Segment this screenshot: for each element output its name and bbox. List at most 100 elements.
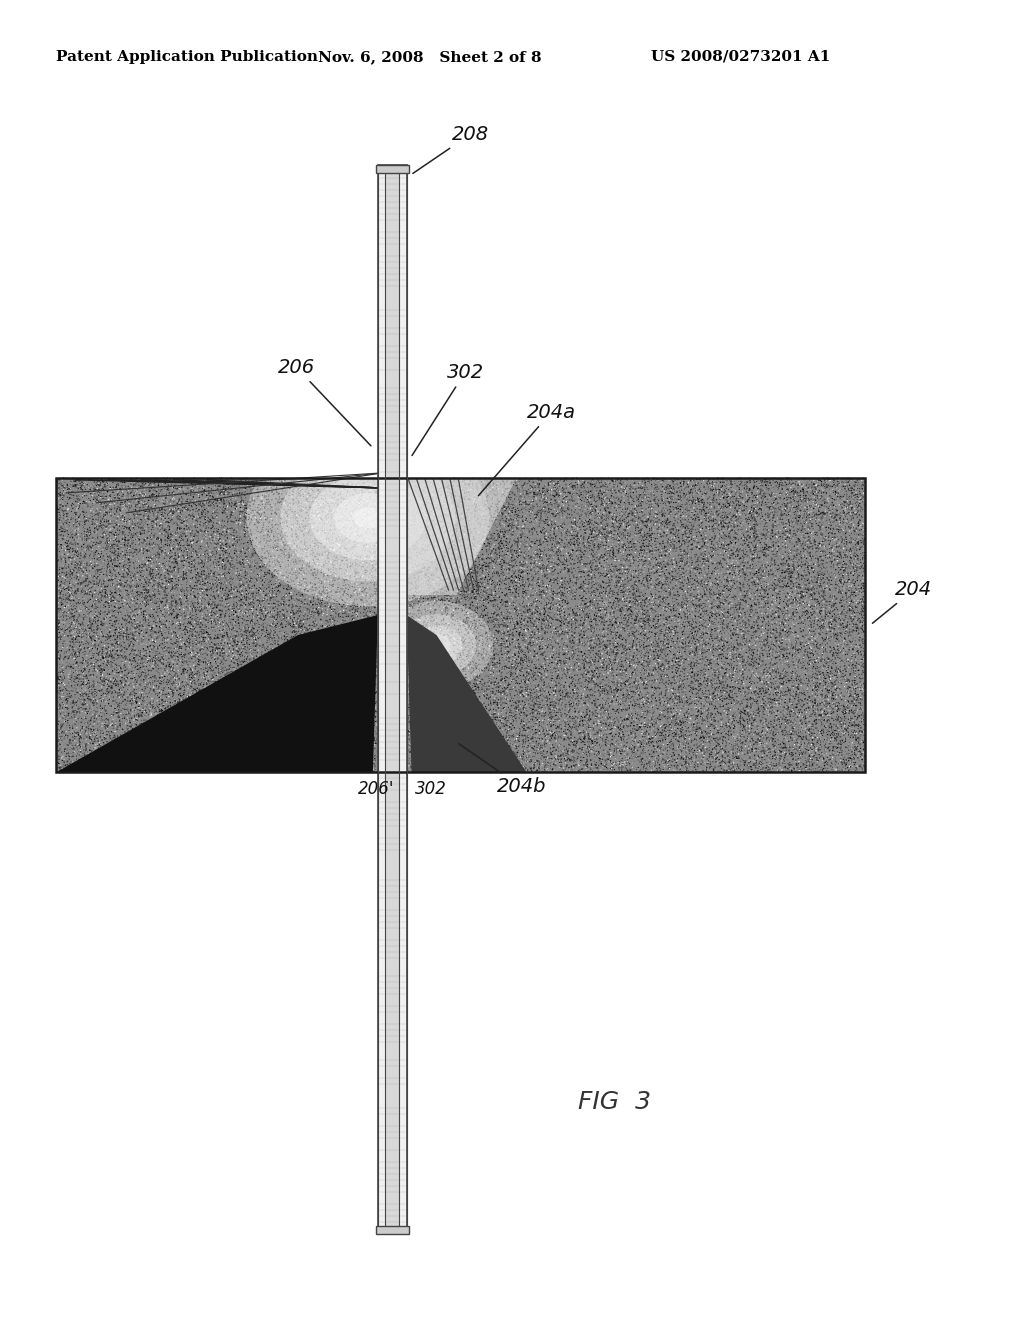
Point bbox=[322, 548, 338, 569]
Point bbox=[805, 506, 821, 527]
Point bbox=[379, 556, 395, 577]
Point bbox=[772, 667, 788, 688]
Point bbox=[583, 638, 599, 659]
Point bbox=[696, 502, 713, 523]
Point bbox=[831, 520, 848, 541]
Point bbox=[654, 569, 671, 590]
Point bbox=[163, 656, 179, 677]
Point bbox=[263, 508, 280, 529]
Point bbox=[269, 677, 286, 698]
Point bbox=[802, 636, 818, 657]
Point bbox=[549, 624, 565, 645]
Point bbox=[847, 599, 863, 620]
Point bbox=[200, 696, 216, 717]
Point bbox=[124, 756, 140, 777]
Point bbox=[76, 479, 92, 500]
Point bbox=[356, 578, 373, 599]
Point bbox=[62, 680, 79, 701]
Point bbox=[482, 636, 499, 657]
Point bbox=[476, 652, 493, 673]
Point bbox=[778, 594, 795, 615]
Point bbox=[842, 527, 858, 548]
Point bbox=[823, 574, 840, 595]
Point bbox=[675, 648, 691, 669]
Point bbox=[750, 655, 766, 676]
Point bbox=[629, 635, 645, 656]
Point bbox=[535, 743, 551, 764]
Point bbox=[524, 725, 541, 746]
Point bbox=[399, 595, 416, 616]
Point bbox=[564, 614, 581, 635]
Point bbox=[66, 590, 82, 611]
Point bbox=[98, 529, 115, 550]
Point bbox=[53, 663, 70, 684]
Point bbox=[442, 632, 459, 653]
Point bbox=[743, 550, 760, 572]
Point bbox=[98, 718, 115, 739]
Point bbox=[730, 594, 746, 615]
Point bbox=[665, 579, 681, 601]
Point bbox=[652, 605, 669, 626]
Point bbox=[397, 644, 414, 665]
Point bbox=[302, 572, 318, 593]
Point bbox=[743, 594, 760, 615]
Point bbox=[358, 577, 375, 598]
Point bbox=[294, 704, 310, 725]
Point bbox=[309, 597, 326, 618]
Point bbox=[754, 701, 770, 722]
Point bbox=[113, 717, 129, 738]
Point bbox=[102, 536, 119, 557]
Point bbox=[827, 660, 844, 681]
Point bbox=[733, 663, 750, 684]
Point bbox=[154, 533, 170, 554]
Point bbox=[769, 606, 785, 627]
Point bbox=[380, 711, 396, 733]
Point bbox=[773, 487, 790, 508]
Point bbox=[785, 758, 802, 779]
Point bbox=[118, 558, 134, 579]
Point bbox=[351, 667, 368, 688]
Point bbox=[75, 516, 91, 537]
Point bbox=[450, 628, 466, 649]
Point bbox=[371, 731, 387, 752]
Point bbox=[824, 645, 841, 667]
Point bbox=[335, 532, 351, 553]
Point bbox=[721, 504, 737, 525]
Point bbox=[806, 656, 822, 677]
Point bbox=[401, 572, 418, 593]
Point bbox=[438, 710, 455, 731]
Point bbox=[263, 593, 280, 614]
Point bbox=[816, 527, 833, 548]
Point bbox=[447, 527, 464, 548]
Point bbox=[539, 482, 555, 503]
Point bbox=[719, 549, 735, 570]
Point bbox=[215, 474, 231, 495]
Point bbox=[95, 647, 112, 668]
Point bbox=[237, 517, 253, 539]
Point bbox=[384, 486, 400, 507]
Point bbox=[382, 556, 398, 577]
Point bbox=[207, 533, 223, 554]
Point bbox=[473, 762, 489, 783]
Point bbox=[479, 561, 496, 582]
Point bbox=[762, 738, 778, 759]
Point bbox=[657, 705, 674, 726]
Point bbox=[513, 566, 529, 587]
Point bbox=[687, 673, 703, 694]
Point bbox=[516, 573, 532, 594]
Point bbox=[668, 647, 684, 668]
Point bbox=[480, 689, 497, 710]
Point bbox=[716, 520, 732, 541]
Point bbox=[778, 663, 795, 684]
Point bbox=[443, 681, 460, 702]
Point bbox=[470, 506, 486, 527]
Point bbox=[279, 706, 295, 727]
Point bbox=[301, 573, 317, 594]
Point bbox=[495, 537, 511, 558]
Point bbox=[479, 705, 496, 726]
Point bbox=[797, 553, 813, 574]
Point bbox=[580, 488, 596, 510]
Point bbox=[856, 612, 872, 634]
Point bbox=[58, 684, 75, 705]
Point bbox=[106, 723, 123, 744]
